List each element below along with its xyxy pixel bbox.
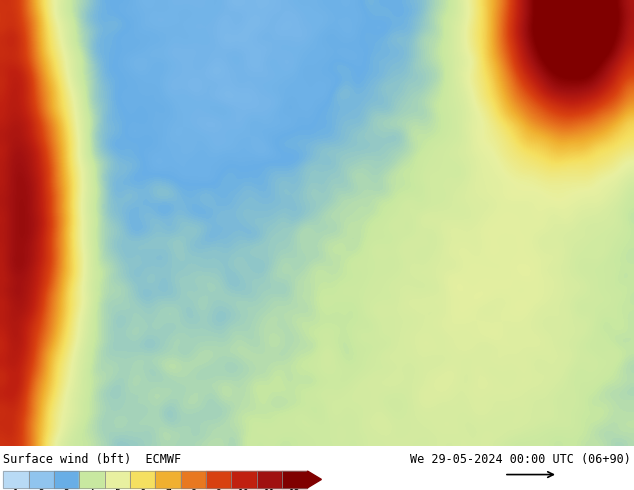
Bar (231, 471, 257, 488)
Bar (181, 471, 206, 488)
Bar (181, 471, 206, 488)
Bar (29, 471, 54, 488)
Text: 8: 8 (190, 489, 197, 490)
Text: 4: 4 (89, 489, 95, 490)
Bar (3, 471, 29, 488)
Text: 3: 3 (63, 489, 70, 490)
Text: 12: 12 (289, 489, 301, 490)
Bar (3, 471, 29, 488)
Text: 11: 11 (264, 489, 275, 490)
Bar (130, 471, 155, 488)
Bar (257, 471, 282, 488)
Bar (29, 471, 54, 488)
Text: We 29-05-2024 00:00 UTC (06+90): We 29-05-2024 00:00 UTC (06+90) (410, 453, 631, 466)
Bar (105, 471, 130, 488)
Bar (130, 471, 155, 488)
Bar (155, 471, 181, 488)
Bar (79, 471, 105, 488)
Bar (231, 471, 257, 488)
Bar (54, 471, 79, 488)
Text: 1: 1 (13, 489, 19, 490)
Text: 2: 2 (38, 489, 44, 490)
Bar (105, 471, 130, 488)
Text: 7: 7 (165, 489, 171, 490)
Text: 9: 9 (216, 489, 222, 490)
Text: Surface wind (bft)  ECMWF: Surface wind (bft) ECMWF (3, 453, 181, 466)
Text: 10: 10 (238, 489, 250, 490)
Text: 6: 6 (139, 489, 146, 490)
Text: 5: 5 (114, 489, 120, 490)
Bar (79, 471, 105, 488)
Bar (282, 471, 307, 488)
Bar (155, 471, 181, 488)
Bar (54, 471, 79, 488)
Bar (282, 471, 307, 488)
Bar (206, 471, 231, 488)
Polygon shape (307, 471, 321, 488)
Bar (206, 471, 231, 488)
Bar (257, 471, 282, 488)
